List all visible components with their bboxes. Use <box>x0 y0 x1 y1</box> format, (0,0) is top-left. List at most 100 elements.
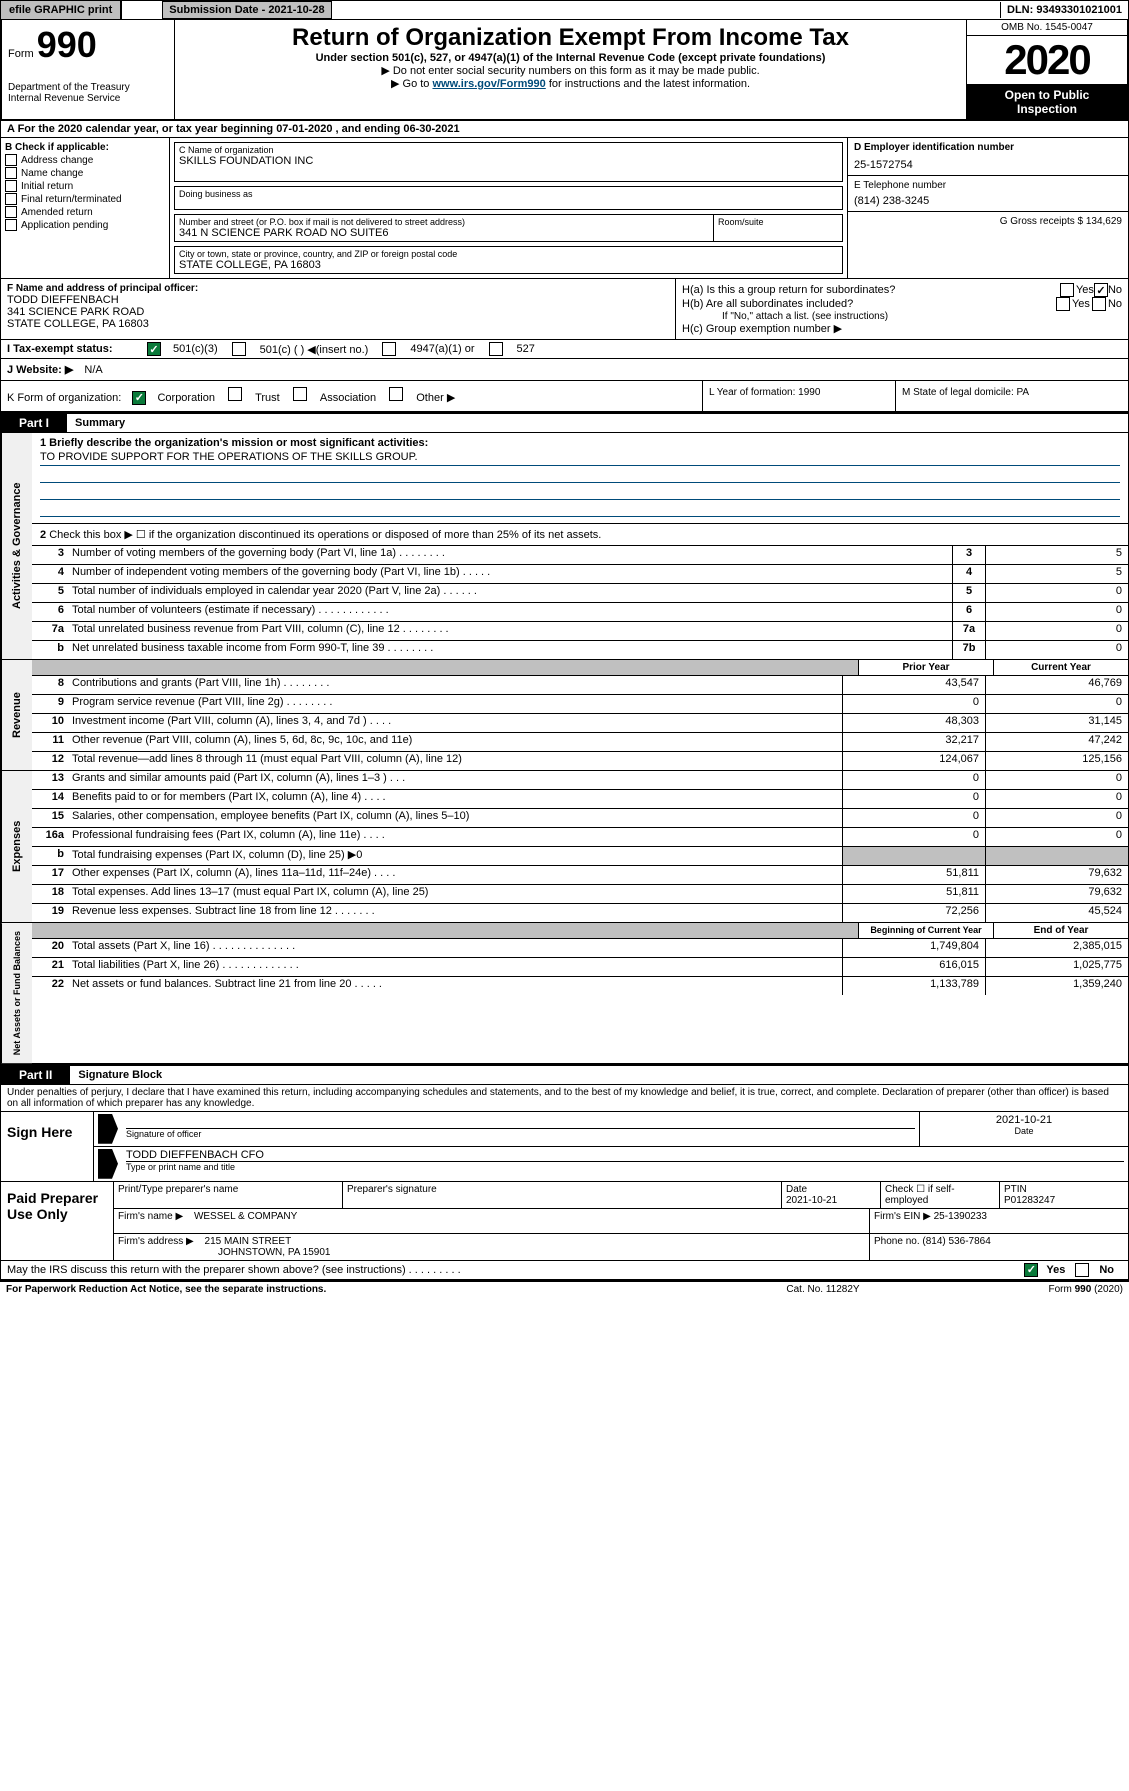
org-name-value: SKILLS FOUNDATION INC <box>179 155 838 167</box>
gross-receipts: G Gross receipts $ 134,629 <box>848 212 1128 231</box>
row-prior: 1,749,804 <box>842 939 985 957</box>
data-row: 21Total liabilities (Part X, line 26) . … <box>32 958 1128 977</box>
row-curr: 0 <box>985 790 1128 808</box>
efile-button[interactable]: efile GRAPHIC print <box>1 1 122 19</box>
city-box: City or town, state or province, country… <box>174 246 843 274</box>
check-4947[interactable] <box>382 342 396 356</box>
part1-title: Summary <box>67 417 125 429</box>
firm-ein-label: Firm's EIN ▶ <box>874 1211 931 1222</box>
check-501c3[interactable]: ✓ <box>147 342 161 356</box>
sig-label: Signature of officer <box>126 1129 915 1139</box>
check-initial-return[interactable]: Initial return <box>5 180 165 192</box>
row-desc: Other expenses (Part IX, column (A), lin… <box>68 866 842 884</box>
row-curr: 31,145 <box>985 714 1128 732</box>
row-prior: 51,811 <box>842 885 985 903</box>
discuss-no-box[interactable] <box>1075 1263 1089 1277</box>
rev-section: Revenue Prior Year Current Year 8Contrib… <box>0 660 1129 771</box>
row-prior: 0 <box>842 771 985 789</box>
row-curr: 1,359,240 <box>985 977 1128 995</box>
irs-link[interactable]: www.irs.gov/Form990 <box>432 78 545 90</box>
discuss-yes: Yes <box>1046 1264 1065 1276</box>
hc-text: H(c) Group exemption number ▶ <box>682 322 1122 335</box>
year-formation: L Year of formation: 1990 <box>703 381 896 411</box>
data-row: 15Salaries, other compensation, employee… <box>32 809 1128 828</box>
check-amended[interactable]: Amended return <box>5 206 165 218</box>
line6: 6 Total number of volunteers (estimate i… <box>32 603 1128 622</box>
ha-line: H(a) Is this a group return for subordin… <box>682 283 1122 297</box>
check-501c[interactable] <box>232 342 246 356</box>
mission-blank3 <box>40 502 1120 517</box>
data-row: 12Total revenue—add lines 8 through 11 (… <box>32 752 1128 770</box>
row-num: 20 <box>32 939 68 957</box>
ha-no-box[interactable]: ✓ <box>1094 283 1108 297</box>
group-return-box: H(a) Is this a group return for subordin… <box>676 279 1128 339</box>
check-app-pending[interactable]: Application pending <box>5 219 165 231</box>
perjury-text: Under penalties of perjury, I declare th… <box>0 1085 1129 1112</box>
check-assoc[interactable] <box>293 387 307 401</box>
row-prior: 51,811 <box>842 866 985 884</box>
line3-key: 3 <box>952 546 985 564</box>
hb-yes-box[interactable] <box>1056 297 1070 311</box>
street-label: Number and street (or P.O. box if mail i… <box>179 217 709 227</box>
row-prior: 0 <box>842 809 985 827</box>
org-name-label: C Name of organization <box>179 145 838 155</box>
omb-number: OMB No. 1545-0047 <box>967 20 1127 36</box>
mission-label: 1 Briefly describe the organization's mi… <box>40 437 1120 449</box>
data-row: 17Other expenses (Part IX, column (A), l… <box>32 866 1128 885</box>
officer-addr1: 341 SCIENCE PARK ROAD <box>7 306 669 318</box>
note-ssn: ▶ Do not enter social security numbers o… <box>185 64 956 77</box>
data-row: 19Revenue less expenses. Subtract line 1… <box>32 904 1128 922</box>
check-corp[interactable]: ✓ <box>132 391 146 405</box>
check-final-return[interactable]: Final return/terminated <box>5 193 165 205</box>
side-rev: Revenue <box>1 660 32 770</box>
row-prior: 48,303 <box>842 714 985 732</box>
firm-name: WESSEL & COMPANY <box>194 1211 297 1222</box>
sig-date: 2021-10-21 <box>924 1114 1124 1126</box>
gov-section: Activities & Governance 1 Briefly descri… <box>0 433 1129 660</box>
submission-date: Submission Date - 2021-10-28 <box>162 1 331 19</box>
row-prior: 1,133,789 <box>842 977 985 995</box>
line3-val: 5 <box>985 546 1128 564</box>
ha-yes-box[interactable] <box>1060 283 1074 297</box>
row-desc: Net assets or fund balances. Subtract li… <box>68 977 842 995</box>
dept-treasury: Department of the Treasury <box>8 82 168 93</box>
note-prefix: ▶ Go to <box>391 78 432 90</box>
data-row: 13Grants and similar amounts paid (Part … <box>32 771 1128 790</box>
row-prior: 32,217 <box>842 733 985 751</box>
hb-no-box[interactable] <box>1092 297 1106 311</box>
row-num: 17 <box>32 866 68 884</box>
opt-other: Other ▶ <box>416 392 455 404</box>
part1-header: Part I Summary <box>0 412 1129 433</box>
data-row: 16aProfessional fundraising fees (Part I… <box>32 828 1128 847</box>
row-num: 10 <box>32 714 68 732</box>
mission-blank1 <box>40 468 1120 483</box>
opt-501c: 501(c) ( ) ◀(insert no.) <box>260 343 369 356</box>
dba-box: Doing business as <box>174 186 843 210</box>
row-desc: Other revenue (Part VIII, column (A), li… <box>68 733 842 751</box>
officer-box: F Name and address of principal officer:… <box>1 279 676 339</box>
firm-phone-label: Phone no. <box>874 1236 920 1247</box>
hb-note: If "No," attach a list. (see instruction… <box>682 311 1122 322</box>
data-row: 9Program service revenue (Part VIII, lin… <box>32 695 1128 714</box>
col-deg: D Employer identification number 25-1572… <box>847 138 1128 278</box>
self-emp: Check ☐ if self-employed <box>881 1182 1000 1208</box>
open-inspection: Open to Public Inspection <box>967 85 1127 119</box>
phone-label: E Telephone number <box>854 180 1122 191</box>
footer-mid: Cat. No. 11282Y <box>723 1284 923 1295</box>
check-527[interactable] <box>489 342 503 356</box>
check-trust[interactable] <box>228 387 242 401</box>
row-num: 21 <box>32 958 68 976</box>
row-num: 22 <box>32 977 68 995</box>
opt-corp: Corporation <box>157 392 214 404</box>
phone-box: E Telephone number (814) 238-3245 <box>848 176 1128 212</box>
officer-print-name: TODD DIEFFENBACH CFO <box>126 1149 1124 1162</box>
form-number: 990 <box>37 24 97 65</box>
row-desc: Total revenue—add lines 8 through 11 (mu… <box>68 752 842 770</box>
discuss-yes-box[interactable]: ✓ <box>1024 1263 1038 1277</box>
check-name-change[interactable]: Name change <box>5 167 165 179</box>
check-other[interactable] <box>389 387 403 401</box>
line4: 4 Number of independent voting members o… <box>32 565 1128 584</box>
check-address-change[interactable]: Address change <box>5 154 165 166</box>
row-num: 13 <box>32 771 68 789</box>
col-c-name-addr: C Name of organization SKILLS FOUNDATION… <box>170 138 847 278</box>
